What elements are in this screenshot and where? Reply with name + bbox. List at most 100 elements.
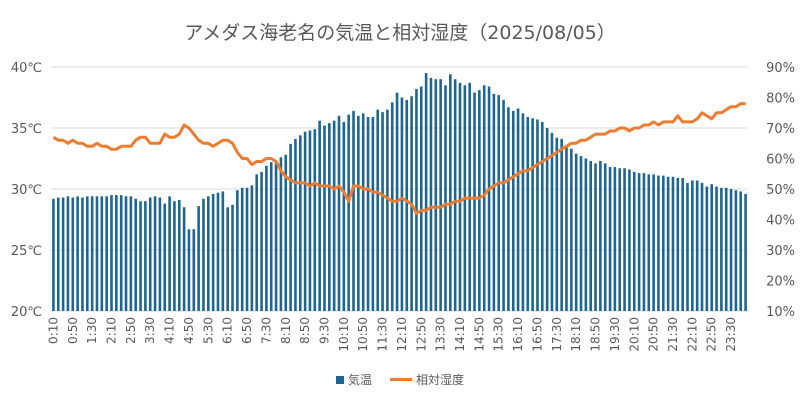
temperature-bar: [531, 118, 534, 312]
temperature-bar: [245, 187, 249, 311]
temperature-bar: [71, 197, 75, 311]
temperature-bar: [681, 178, 684, 311]
temperature-bar: [729, 189, 733, 311]
temperature-bar: [720, 187, 723, 311]
temperature-bar: [536, 119, 539, 312]
temperature-bar: [371, 117, 375, 312]
temperature-bar: [579, 156, 583, 311]
temperature-bar: [56, 197, 60, 311]
temperature-bar: [182, 207, 186, 311]
temperature-bar: [347, 114, 350, 311]
temperature-bar: [366, 117, 370, 312]
x-tick-label: 4:10: [163, 317, 177, 344]
temperature-bar: [671, 176, 675, 311]
temperature-bar: [61, 197, 65, 311]
temperature-bar: [260, 171, 263, 311]
y-right-tick-label: 50%: [766, 183, 795, 198]
temperature-bar: [192, 229, 196, 311]
x-tick-label: 21:30: [666, 317, 680, 352]
x-tick-label: 19:30: [608, 317, 622, 352]
x-tick-label: 18:10: [569, 317, 583, 352]
legend-item-temperature: 気温: [335, 371, 372, 388]
temperature-bar: [744, 193, 747, 311]
temperature-bar: [502, 99, 505, 311]
x-tick-label: 6:10: [221, 317, 235, 344]
x-tick-label: 5:30: [201, 317, 215, 344]
temperature-bar: [148, 197, 152, 311]
temperature-bar: [555, 137, 559, 311]
temperature-bar: [52, 198, 55, 311]
temperature-bar: [211, 193, 215, 311]
temperature-bar: [129, 196, 133, 311]
temperature-bar: [332, 120, 336, 312]
temperature-bar: [400, 97, 404, 311]
temperature-bar: [119, 195, 123, 311]
x-tick-label: 10:50: [356, 317, 370, 352]
temperature-bar: [545, 128, 549, 311]
x-tick-label: 7:30: [259, 317, 273, 344]
temperature-bar: [124, 196, 128, 311]
y-right-tick-label: 90%: [766, 61, 795, 76]
x-tick-label: 15:30: [492, 317, 506, 352]
temperature-bar: [265, 165, 268, 311]
temperature-bar: [487, 86, 491, 312]
temperature-bar: [482, 85, 486, 311]
x-tick-label: 22:50: [705, 317, 719, 352]
x-tick-label: 13:30: [434, 317, 448, 352]
temperature-bar: [216, 192, 220, 311]
y-right-tick-label: 30%: [766, 244, 795, 259]
temperature-bar: [642, 173, 646, 311]
legend-label: 気温: [347, 373, 372, 387]
temperature-bar: [318, 120, 321, 312]
temperature-bar: [710, 184, 713, 311]
y-left-tick-label: 40℃: [11, 61, 42, 76]
temperature-bar: [613, 167, 617, 311]
temperature-bar: [686, 182, 689, 311]
temperature-bar: [90, 196, 94, 311]
temperature-bar: [608, 167, 612, 311]
temperature-bar: [274, 160, 278, 311]
temperature-bar: [550, 132, 554, 311]
temperature-bar: [434, 79, 438, 311]
temperature-bar: [381, 112, 384, 311]
legend-label: 相対湿度: [416, 373, 465, 387]
y-right-tick-label: 10%: [766, 305, 795, 320]
x-tick-label: 6:50: [240, 317, 254, 344]
legend-swatch-line: [390, 378, 412, 381]
temperature-bar: [95, 196, 99, 311]
temperature-bar: [298, 135, 302, 311]
x-tick-label: 12:10: [395, 317, 409, 352]
temperature-bar: [570, 148, 573, 311]
y-right-tick-label: 40%: [766, 214, 795, 229]
x-tick-label: 18:50: [589, 317, 603, 352]
temperature-bar: [526, 117, 530, 312]
temperature-bar: [240, 187, 244, 311]
x-tick-label: 17:30: [550, 317, 564, 352]
temperature-bar: [105, 196, 108, 311]
temperature-bar: [415, 88, 418, 312]
temperature-bar: [574, 153, 578, 311]
legend-item-humidity: 相対湿度: [390, 371, 464, 388]
temperature-bar: [168, 196, 171, 311]
temperature-bar: [666, 176, 670, 311]
temperature-bar: [565, 145, 568, 311]
temperature-bar: [337, 115, 341, 311]
temperature-bar: [328, 123, 331, 312]
temperature-bar: [540, 121, 544, 312]
temperature-bar: [390, 102, 394, 311]
temperature-bar: [473, 92, 476, 312]
temperature-bar: [695, 180, 699, 311]
temperature-bar: [207, 196, 210, 311]
temperature-bar: [652, 174, 655, 311]
y-left-tick-label: 20℃: [11, 305, 42, 320]
chart-title: アメダス海老名の気温と相対湿度（2025/08/05）: [184, 22, 616, 44]
temperature-bar: [511, 110, 515, 311]
legend: 気温 相対湿度: [0, 371, 800, 388]
temperature-bar: [584, 158, 588, 311]
temperature-bar: [158, 197, 162, 311]
y-right-tick-label: 70%: [766, 122, 795, 137]
temperature-bar: [313, 129, 317, 311]
temperature-bar: [700, 182, 704, 311]
temperature-bar: [632, 171, 636, 311]
humidity-line: [52, 102, 746, 215]
